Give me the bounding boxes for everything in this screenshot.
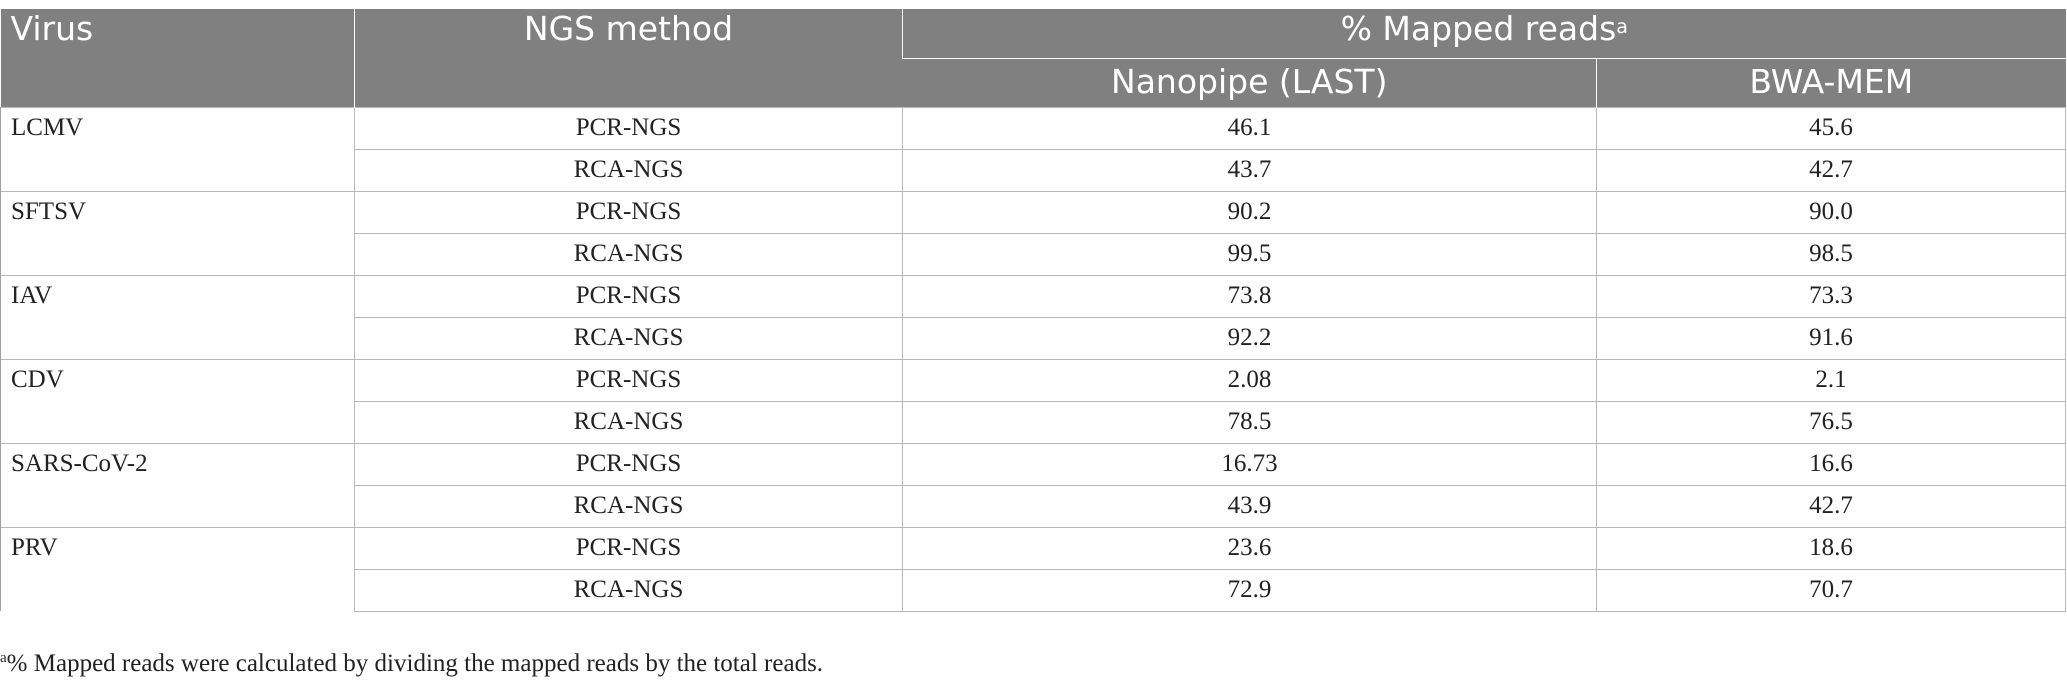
table-row: RCA-NGS 78.5 76.5 [1, 400, 2066, 443]
table-row: RCA-NGS 92.2 91.6 [1, 316, 2066, 359]
nanopipe-value-cell: 78.5 [902, 400, 1597, 443]
nanopipe-value-cell: 92.2 [902, 316, 1597, 359]
bwa-mem-value-cell: 45.6 [1596, 106, 2066, 149]
ngs-method-cell: PCR-NGS [354, 190, 903, 233]
bwa-mem-value-cell: 42.7 [1596, 484, 2066, 527]
bwa-mem-header: BWA-MEM [1596, 57, 2066, 107]
ngs-method-cell: PCR-NGS [354, 106, 903, 149]
table-row: PRV PCR-NGS 23.6 18.6 [0, 526, 2066, 611]
virus-cell: IAV [0, 274, 355, 359]
nanopipe-value-cell: 99.5 [902, 232, 1597, 275]
mapped-reads-header: % Mapped readsa [902, 9, 2066, 58]
virus-cell: PRV [0, 526, 355, 611]
bwa-mem-value-cell: 16.6 [1596, 442, 2066, 485]
header-row-1: Virus NGS method % Mapped readsa [0, 9, 2066, 107]
table-row: RCA-NGS 72.9 70.7 [1, 568, 2066, 612]
ngs-method-header: NGS method [354, 9, 903, 107]
nanopipe-header: Nanopipe (LAST) [902, 57, 1597, 107]
footnote-text: % Mapped reads were calculated by dividi… [6, 650, 824, 677]
virus-header: Virus [0, 9, 355, 107]
table-row: SARS-CoV-2 PCR-NGS 16.73 16.6 [0, 442, 2066, 527]
table-footnote: a% Mapped reads were calculated by divid… [0, 650, 823, 678]
footnote-marker: a [1616, 16, 1628, 38]
virus-cell: SFTSV [0, 190, 355, 275]
table-row: SFTSV PCR-NGS 90.2 90.0 [0, 190, 2066, 275]
bwa-mem-value-cell: 70.7 [1596, 568, 2066, 612]
nanopipe-value-cell: 73.8 [902, 274, 1597, 317]
nanopipe-value-cell: 72.9 [902, 568, 1597, 612]
table-row: RCA-NGS 43.7 42.7 [1, 148, 2066, 191]
table-row: RCA-NGS 43.9 42.7 [1, 484, 2066, 527]
bwa-mem-value-cell: 18.6 [1596, 526, 2066, 569]
bwa-mem-value-cell: 2.1 [1596, 358, 2066, 401]
nanopipe-value-cell: 16.73 [902, 442, 1597, 485]
ngs-method-cell: PCR-NGS [354, 442, 903, 485]
bwa-mem-value-cell: 98.5 [1596, 232, 2066, 275]
table-row: RCA-NGS 99.5 98.5 [1, 232, 2066, 275]
virus-cell: SARS-CoV-2 [0, 442, 355, 527]
ngs-method-cell: RCA-NGS [354, 316, 903, 359]
table-row: IAV PCR-NGS 73.8 73.3 [0, 274, 2066, 359]
mapped-reads-table: Virus NGS method % Mapped readsa Nanopip… [0, 9, 2066, 612]
bwa-mem-value-cell: 73.3 [1596, 274, 2066, 317]
nanopipe-value-cell: 23.6 [902, 526, 1597, 569]
table-row: CDV PCR-NGS 2.08 2.1 [0, 358, 2066, 443]
ngs-method-cell: RCA-NGS [354, 148, 903, 191]
nanopipe-value-cell: 90.2 [902, 190, 1597, 233]
table-body: LCMV PCR-NGS 46.1 45.6 RCA-NGS 43.7 42.7 SFTSV P… [0, 106, 2066, 612]
ngs-method-cell: RCA-NGS [354, 568, 903, 612]
ngs-method-cell: RCA-NGS [354, 484, 903, 527]
nanopipe-value-cell: 43.7 [902, 148, 1597, 191]
virus-cell: CDV [0, 358, 355, 443]
bwa-mem-value-cell: 90.0 [1596, 190, 2066, 233]
nanopipe-value-cell: 46.1 [902, 106, 1597, 149]
footnote-marker: a [0, 650, 7, 666]
nanopipe-value-cell: 43.9 [902, 484, 1597, 527]
table-row: LCMV PCR-NGS 46.1 45.6 [0, 106, 2066, 191]
nanopipe-value-cell: 2.08 [902, 358, 1597, 401]
ngs-method-cell: PCR-NGS [354, 274, 903, 317]
bwa-mem-value-cell: 42.7 [1596, 148, 2066, 191]
ngs-method-cell: RCA-NGS [354, 400, 903, 443]
ngs-method-cell: RCA-NGS [354, 232, 903, 275]
ngs-method-cell: PCR-NGS [354, 526, 903, 569]
bwa-mem-value-cell: 91.6 [1596, 316, 2066, 359]
ngs-method-cell: PCR-NGS [354, 358, 903, 401]
bwa-mem-value-cell: 76.5 [1596, 400, 2066, 443]
header-row-2: Nanopipe (LAST) BWA-MEM [1, 57, 2066, 107]
virus-cell: LCMV [0, 106, 355, 191]
